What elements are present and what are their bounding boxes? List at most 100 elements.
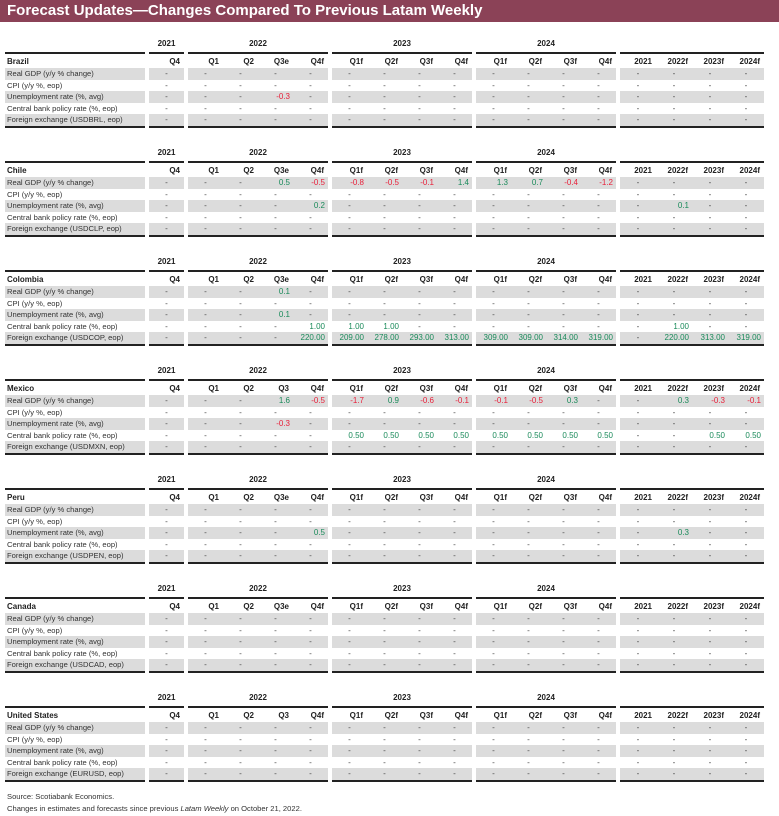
table-cell: -	[402, 418, 437, 430]
table-cell: -	[597, 80, 600, 90]
table-cell: -	[293, 504, 328, 516]
table-cell: -	[546, 722, 581, 734]
table-cell: -	[546, 527, 581, 539]
table-cell: -	[692, 114, 728, 126]
table-cell: -	[293, 418, 328, 430]
table-cell: -	[581, 659, 616, 671]
table-cell: -	[149, 745, 184, 757]
table-cell: -	[149, 114, 184, 126]
table-cell: 293.00	[402, 332, 437, 344]
table-cell: -	[204, 80, 207, 90]
table-cell: -	[437, 286, 472, 298]
table-cell: -	[165, 407, 168, 417]
table-cell: -	[492, 321, 495, 331]
table-cell: -	[258, 550, 293, 562]
table-row: CPI (y/y %, eop) - - - - - - - - - - - - - - - - -	[5, 298, 767, 310]
table-cell: -0.6	[402, 395, 437, 407]
table-cell: 314.00	[546, 332, 581, 344]
rule-segment	[188, 561, 223, 564]
rule-segment	[332, 234, 367, 237]
table-cell: -	[437, 636, 472, 648]
row-label: Central bank policy rate (%, eop)	[7, 103, 118, 113]
source-note: Source: Scotiabank Economics.	[7, 792, 115, 801]
table-cell: -	[511, 91, 546, 103]
table-cell: -	[692, 659, 728, 671]
table-cell: -	[437, 504, 472, 516]
table-cell: -	[476, 309, 511, 321]
table-cell: -	[188, 504, 223, 516]
table-cell: -	[309, 298, 312, 308]
table-cell: -	[597, 757, 600, 767]
table-cell: 319.00	[581, 332, 616, 344]
country-table-united-states: 2021 2022 2023 2024 United States Q4 Q1 Q2 Q3 Q4f…	[5, 689, 767, 798]
rule-segment	[620, 670, 656, 673]
table-cell: 0.3	[546, 395, 581, 407]
table-cell: -	[692, 768, 728, 780]
table-cell: -	[332, 68, 367, 80]
table-cell: -	[437, 613, 472, 625]
table-cell: -	[511, 114, 546, 126]
table-cell: -	[708, 539, 712, 549]
year-label	[5, 580, 145, 597]
table-cell: -	[239, 516, 242, 526]
note-publication: Latam Weekly	[180, 804, 229, 813]
table-cell: -	[511, 200, 546, 212]
table-cell: -	[476, 636, 511, 648]
table-cell: -	[437, 550, 472, 562]
table-cell: -	[204, 407, 207, 417]
table-cell: 0.1	[258, 286, 293, 298]
table-cell: -	[293, 613, 328, 625]
table-cell: -	[728, 114, 764, 126]
table-cell: -	[562, 625, 565, 635]
year-header-row: 2021 2022 2023 2024	[5, 144, 767, 161]
table-cell: -	[402, 722, 437, 734]
rule-segment	[258, 234, 293, 237]
table-cell: -	[437, 659, 472, 671]
table-cell: -	[274, 80, 277, 90]
table-cell: 0.50	[597, 430, 613, 440]
table-cell: -	[239, 189, 242, 199]
rule-segment	[332, 125, 367, 128]
rule-segment	[258, 452, 293, 455]
page-title: Forecast Updates—Changes Compared To Pre…	[0, 0, 779, 22]
table-row: Foreign exchange (USDBRL, eop) - - - - - - - - - -…	[5, 114, 767, 126]
table-cell: -	[708, 407, 712, 417]
table-cell: -	[367, 659, 402, 671]
table-cell: -	[309, 407, 312, 417]
rule-segment	[437, 779, 472, 782]
table-cell: 0.2	[293, 200, 328, 212]
rule-segment	[293, 779, 328, 782]
table-cell: -	[383, 625, 386, 635]
table-cell: -	[728, 659, 764, 671]
row-label: CPI (y/y %, eop)	[7, 625, 63, 635]
rule-segment	[5, 561, 145, 564]
table-cell: -	[258, 745, 293, 757]
table-cell: -	[274, 321, 277, 331]
row-label: Central bank policy rate (%, eop)	[7, 539, 118, 549]
rule-segment	[511, 561, 546, 564]
table-cell: -	[672, 80, 676, 90]
year-label: 2024	[537, 693, 555, 702]
table-cell: 1.6	[258, 395, 293, 407]
rule-segment	[581, 234, 616, 237]
table-cell: -0.8	[332, 177, 367, 189]
table-cell: -	[672, 757, 676, 767]
rule-segment	[332, 561, 367, 564]
table-cell: -	[492, 625, 495, 635]
table-cell: -	[708, 212, 712, 222]
rule-segment	[258, 779, 293, 782]
rule-segment	[402, 452, 437, 455]
table-cell: -	[188, 418, 223, 430]
table-cell: -	[239, 539, 242, 549]
table-cell: -	[546, 286, 581, 298]
table-cell: -	[708, 757, 712, 767]
table-cell: -	[476, 286, 511, 298]
rule-segment	[188, 125, 223, 128]
rule-segment	[581, 670, 616, 673]
table-row: Real GDP (y/y % change) - - -0.5 -0.5 -0.8 -0.…	[5, 177, 767, 189]
table-cell: -	[258, 659, 293, 671]
table-cell: -	[223, 395, 258, 407]
year-label	[620, 689, 764, 706]
country-table-mexico: 2021 2022 2023 2024 Mexico Q4 Q1 Q2 Q3 Q4f Q1f Q2f Q…	[5, 362, 767, 471]
year-label	[5, 689, 145, 706]
